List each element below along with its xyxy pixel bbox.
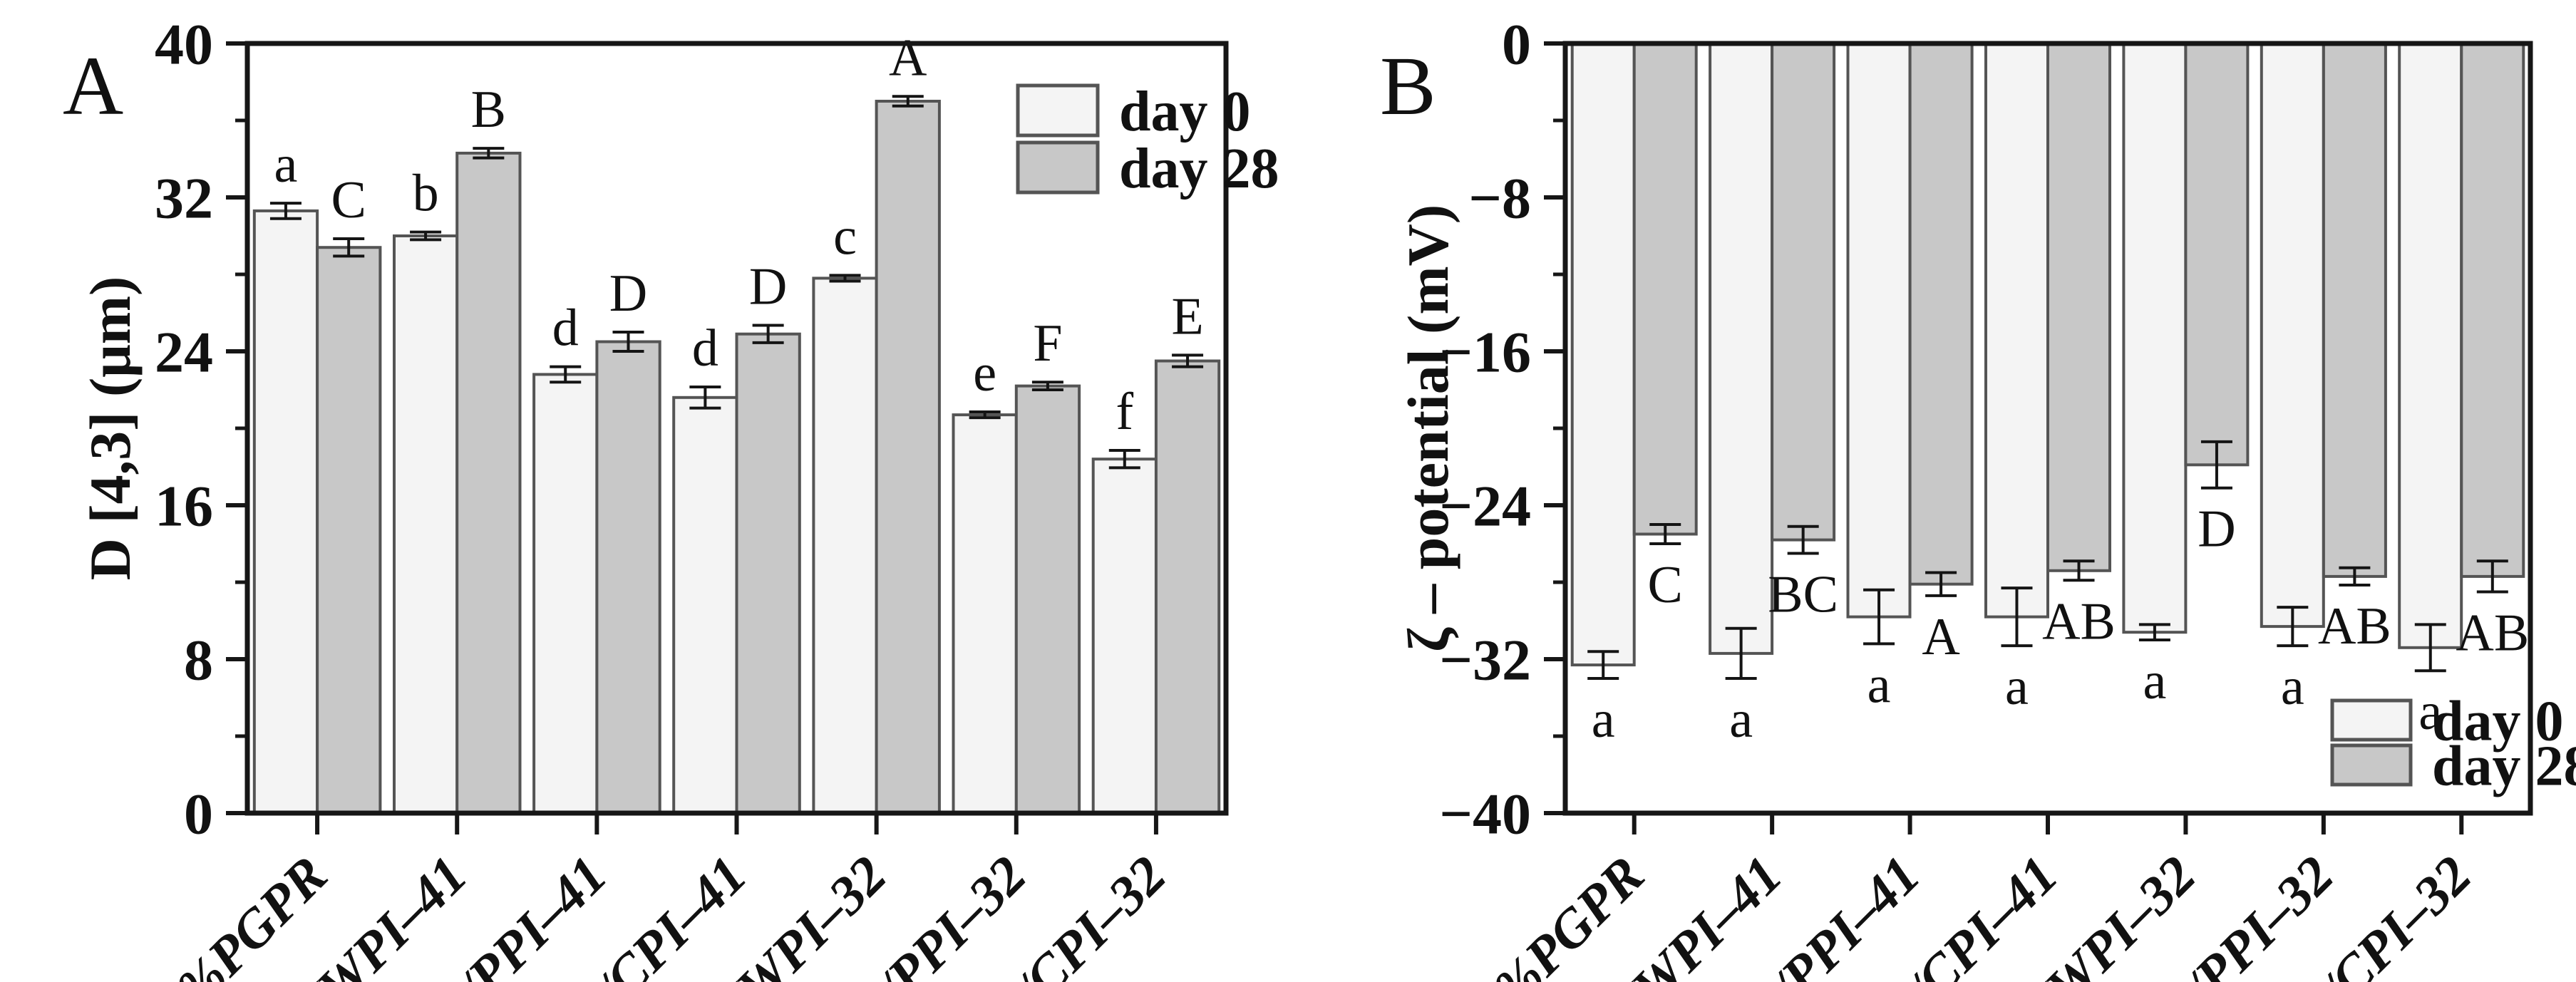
sig-label-A-P/PPI–41-day28: D: [609, 264, 647, 323]
y-tick-label: 32: [155, 166, 213, 231]
bar-B-day28-P/WPI–32: [2184, 42, 2250, 467]
sig-label-A-P/CPI–41-day0: d: [692, 319, 718, 378]
legend-label-day0: day 0: [1119, 81, 1251, 143]
bar-A-day0-P/PPI–41: [532, 373, 599, 815]
bar-B-day0-P/PPI–41: [1846, 42, 1912, 619]
legend-label-day0: day 0: [2432, 691, 2564, 753]
bar-B-day0-P/WPI–41: [1709, 42, 1774, 655]
y-tick-label: −16: [1439, 320, 1531, 385]
bar-A-day28-P/PPI–41: [595, 340, 661, 815]
legend-swatch-day0: [2330, 698, 2413, 742]
sig-label-A-P/WPI–32-day0: c: [833, 207, 857, 266]
bar-A-day28-P/WPI–41: [455, 151, 522, 815]
panel-letter-a: A: [63, 39, 124, 133]
sig-label-B-P/WPI–41-day28: BC: [1768, 566, 1838, 624]
legend-label-day28: day 28: [1119, 138, 1279, 200]
sig-label-B-5%PGPR-day28: C: [1648, 556, 1683, 614]
y-tick-label: −32: [1439, 628, 1531, 693]
bar-B-day28-5%PGPR: [1632, 42, 1698, 536]
bar-A-day0-P/PPI–32: [952, 413, 1018, 815]
bar-A-day0-P/WPI–32: [812, 276, 878, 815]
sig-label-B-5%PGPR-day0: a: [1592, 691, 1615, 749]
bar-A-day0-P/WPI–41: [393, 234, 459, 815]
y-tick-label: 24: [155, 320, 213, 385]
sig-label-A-5%PGPR-day28: C: [331, 171, 366, 229]
sig-label-B-P/CPI–41-day0: a: [2005, 658, 2029, 716]
panel-letter-b: B: [1380, 39, 1436, 133]
sig-label-B-P/PPI–41-day0: a: [1867, 656, 1891, 714]
legend-swatch-day0: [1016, 83, 1100, 138]
bar-A-day28-5%PGPR: [316, 246, 382, 815]
sig-label-A-P/CPI–32-day28: E: [1171, 287, 1203, 346]
y-tick-label: 8: [184, 628, 213, 693]
bar-B-day28-P/PPI–41: [1908, 42, 1974, 586]
sig-label-B-P/WPI–41-day0: a: [1729, 691, 1753, 749]
bar-B-day0-5%PGPR: [1570, 42, 1636, 667]
bar-B-day0-P/CPI–41: [1984, 42, 2049, 619]
bar-B-day0-P/CPI–32: [2398, 42, 2463, 649]
sig-label-B-P/CPI–32-day28: AB: [2456, 604, 2529, 663]
sig-label-B-P/PPI–32-day28: AB: [2318, 597, 2391, 656]
bar-A-day28-P/CPI–32: [1154, 359, 1221, 815]
bar-B-day28-P/WPI–41: [1771, 42, 1836, 542]
x-tick-label-5%PGPR: 5%PGPR: [145, 845, 339, 982]
x-tick-label-5%PGPR: 5%PGPR: [1462, 845, 1655, 982]
sig-label-A-P/CPI–32-day0: f: [1116, 383, 1133, 441]
legend-swatch-day28: [1016, 140, 1100, 195]
bar-A-day0-P/CPI–32: [1091, 458, 1158, 815]
sig-label-A-5%PGPR-day0: a: [274, 135, 298, 194]
y-tick-label: 40: [155, 12, 213, 77]
bar-B-day0-P/WPI–32: [2122, 42, 2188, 634]
sig-label-A-P/PPI–41-day0: d: [552, 299, 579, 358]
y-tick-label: 16: [155, 474, 213, 539]
y-tick-label: −40: [1439, 782, 1531, 847]
y-axis-title-B: ζ – potential (mV): [1396, 205, 1460, 652]
bar-A-day28-P/CPI–41: [735, 332, 801, 815]
sig-label-A-P/WPI–32-day28: A: [889, 29, 927, 87]
sig-label-A-P/PPI–32-day0: e: [973, 344, 996, 403]
y-tick-label: 0: [1502, 12, 1531, 77]
bar-A-day28-P/PPI–32: [1014, 384, 1081, 815]
y-tick-label: 0: [184, 782, 213, 847]
y-axis-title-A: D [4,3] (μm): [78, 276, 143, 581]
bar-A-day28-P/WPI–32: [875, 100, 941, 815]
y-tick-label: −8: [1468, 166, 1531, 231]
sig-label-A-P/CPI–41-day28: D: [749, 258, 787, 316]
sig-label-B-P/CPI–32-day0: a: [2418, 683, 2442, 741]
bar-B-day28-P/CPI–41: [2046, 42, 2111, 572]
sig-label-B-P/PPI–41-day28: A: [1922, 608, 1959, 666]
sig-label-B-P/PPI–32-day0: a: [2281, 658, 2304, 716]
bar-B-day28-P/PPI–32: [2322, 42, 2387, 578]
legend-swatch-day28: [2330, 743, 2413, 787]
bar-A-day0-5%PGPR: [252, 209, 319, 815]
sig-label-B-P/CPI–41-day28: AB: [2042, 592, 2116, 651]
sig-label-B-P/WPI–32-day0: a: [2143, 652, 2166, 710]
bar-A-day0-P/CPI–41: [672, 396, 738, 815]
bar-B-day0-P/PPI–32: [2260, 42, 2325, 629]
bar-B-day28-P/CPI–32: [2460, 42, 2525, 578]
legend-label-day28: day 28: [2432, 735, 2576, 798]
sig-label-A-P/PPI–32-day28: F: [1033, 314, 1062, 373]
sig-label-A-P/WPI–41-day28: B: [471, 81, 506, 139]
y-tick-label: −24: [1439, 474, 1531, 539]
sig-label-A-P/WPI–41-day0: b: [413, 165, 439, 223]
sig-label-B-P/WPI–32-day28: D: [2198, 500, 2235, 559]
